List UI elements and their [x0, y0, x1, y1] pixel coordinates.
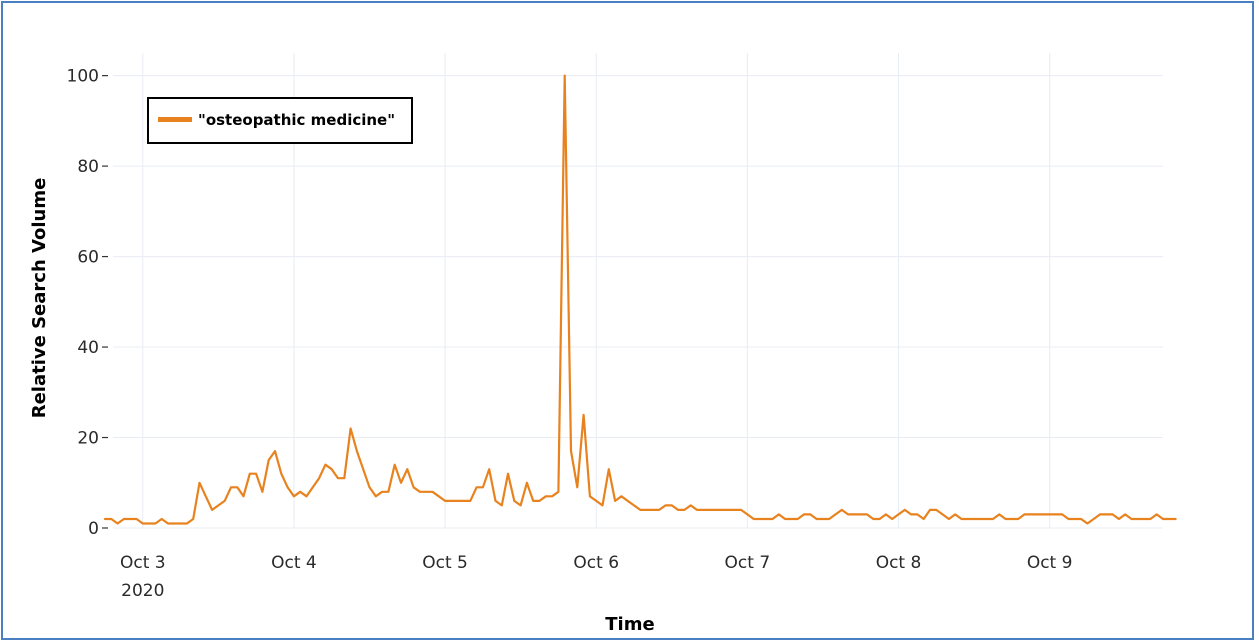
series-layer [103, 74, 1177, 525]
x-tick-label: Oct 9 [1027, 553, 1073, 573]
x-tick-label: Oct 6 [573, 553, 619, 573]
x-tick-label: Oct 7 [725, 553, 771, 573]
grid [113, 53, 1163, 529]
x-tick-label: Oct 3 [120, 553, 166, 573]
series-line [103, 74, 1177, 525]
x-axis: Oct 3 2020 Oct 4 Oct 5 Oct 6 Oct 7 Oct 8 Oct 9 [120, 553, 1072, 601]
x-axis-title: Time [605, 614, 654, 635]
y-axis-title: Relative Search Volume [29, 178, 50, 419]
x-tick-label: Oct 8 [876, 553, 922, 573]
x-tick-sublabel: 2020 [121, 581, 164, 601]
legend: "osteopathic medicine" [147, 97, 413, 144]
y-tick-label: 40 [77, 338, 99, 358]
legend-label: "osteopathic medicine" [198, 111, 395, 129]
y-tick-label: 100 [67, 67, 99, 87]
y-tick-label: 0 [88, 519, 99, 539]
x-tick-label: Oct 4 [271, 553, 317, 573]
x-tick-label: Oct 5 [422, 553, 468, 573]
y-tick-label: 80 [77, 157, 99, 177]
y-tick-label: 60 [77, 248, 99, 268]
y-tick-label: 20 [77, 429, 99, 449]
legend-swatch [158, 117, 192, 122]
y-axis: 0 20 40 60 80 100 [67, 67, 108, 539]
